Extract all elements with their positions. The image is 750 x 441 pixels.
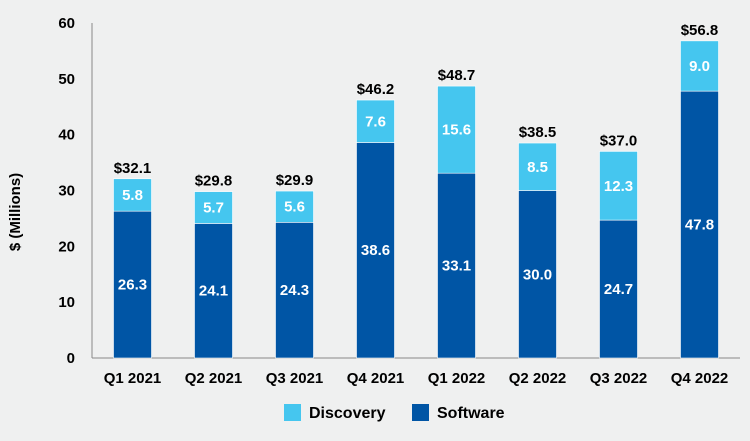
bar-segment-software: [518, 190, 557, 359]
segment-value-label: 24.3: [280, 282, 309, 299]
legend-swatch-discovery: [284, 404, 301, 421]
bar-total-label: $56.8: [681, 22, 719, 39]
bar-segment-discovery: [599, 151, 638, 221]
segment-value-label: 33.1: [442, 258, 471, 275]
y-tick-label: 30: [58, 183, 75, 200]
bar-total-label: $29.9: [276, 172, 314, 189]
segment-value-label: 5.8: [122, 187, 143, 204]
y-tick-label: 0: [67, 350, 75, 367]
bar-segment-software: [599, 219, 638, 359]
x-tick-label: Q1 2021: [104, 370, 162, 387]
segment-value-label: 5.7: [203, 200, 224, 217]
legend-label-discovery: Discovery: [309, 405, 386, 422]
legend-swatch-software: [412, 404, 429, 421]
segment-value-label: 5.6: [284, 199, 305, 216]
bar-segment-discovery: [275, 190, 314, 223]
x-tick-label: Q1 2022: [428, 370, 486, 387]
x-tick-label: Q2 2021: [185, 370, 243, 387]
segment-value-label: 38.6: [361, 242, 390, 259]
segment-value-label: 24.1: [199, 283, 228, 300]
bar-total-label: $46.2: [357, 81, 395, 98]
y-axis-title: $ (Millions): [7, 173, 24, 251]
segment-value-label: 30.0: [523, 266, 552, 283]
segment-value-label: 12.3: [604, 178, 633, 195]
bar-segment-discovery: [437, 85, 476, 174]
bar-segment-software: [356, 142, 395, 359]
bar-segment-discovery: [356, 99, 395, 143]
legend: Discovery Software: [284, 404, 505, 422]
bar-total-label: $48.7: [438, 67, 476, 84]
segment-value-label: 9.0: [689, 58, 710, 75]
x-tick-label: Q3 2022: [590, 370, 648, 387]
bar-segment-software: [113, 210, 152, 359]
bars: [113, 40, 719, 359]
x-tick-label: Q2 2022: [509, 370, 567, 387]
y-tick-label: 50: [58, 71, 75, 88]
axes: 0 10 20 30 40 50 60 Q1 2021 Q2 2021 Q3 2021 Q4 202…: [58, 15, 740, 387]
bar-segment-software: [680, 90, 719, 359]
x-tick-label: Q4 2021: [347, 370, 405, 387]
segment-value-label: 24.7: [604, 281, 633, 298]
bar-segment-software: [194, 223, 233, 359]
bar-segment-software: [437, 172, 476, 359]
x-tick-label: Q3 2021: [266, 370, 324, 387]
bar-total-label: $29.8: [195, 173, 233, 190]
segment-value-label: 47.8: [685, 217, 714, 234]
bar-segment-discovery: [680, 40, 719, 92]
y-tick-label: 20: [58, 238, 75, 255]
bar-total-label: $37.0: [600, 132, 638, 149]
bar-total-label: $32.1: [114, 160, 152, 177]
bar-segment-discovery: [194, 191, 233, 224]
bar-total-label: $38.5: [519, 124, 557, 141]
legend-label-software: Software: [437, 405, 505, 422]
segment-value-label: 26.3: [118, 277, 147, 294]
segment-value-label: 8.5: [527, 159, 548, 176]
segment-value-label: 15.6: [442, 122, 471, 139]
segment-value-label: 7.6: [365, 113, 386, 130]
y-tick-label: 60: [58, 15, 75, 32]
bar-segment-discovery: [518, 142, 557, 191]
y-tick-label: 40: [58, 127, 75, 144]
bar-segment-discovery: [113, 178, 152, 212]
x-tick-label: Q4 2022: [671, 370, 729, 387]
data-labels: 26.3 5.8 $32.1 24.1 5.7 $29.8 24.3 5.6 $29.9 38.6…: [114, 22, 719, 300]
y-tick-label: 10: [58, 294, 75, 311]
